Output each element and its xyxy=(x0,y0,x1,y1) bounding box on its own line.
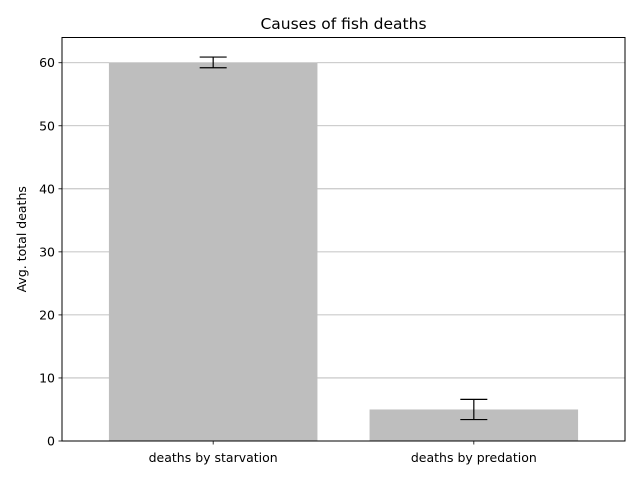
y-axis-ticks: 0 10 20 30 40 50 60 xyxy=(39,55,62,449)
error-bars xyxy=(199,56,488,421)
y-axis-label: Avg. total deaths xyxy=(14,186,29,292)
y-tick-label: 50 xyxy=(39,118,55,133)
y-tick-label: 40 xyxy=(39,181,55,196)
y-tick-label: 30 xyxy=(39,244,55,259)
x-axis-ticks: deaths by starvation deaths by predation xyxy=(149,441,537,465)
x-tick-label: deaths by predation xyxy=(411,450,537,465)
x-tick-label: deaths by starvation xyxy=(149,450,278,465)
y-tick-label: 0 xyxy=(47,434,55,449)
y-tick-label: 20 xyxy=(39,307,55,322)
bar xyxy=(108,62,318,441)
plot-frame xyxy=(61,37,626,442)
y-tick-label: 10 xyxy=(39,370,55,385)
chart-title: Causes of fish deaths xyxy=(260,15,426,33)
y-tick-label: 60 xyxy=(39,55,55,70)
